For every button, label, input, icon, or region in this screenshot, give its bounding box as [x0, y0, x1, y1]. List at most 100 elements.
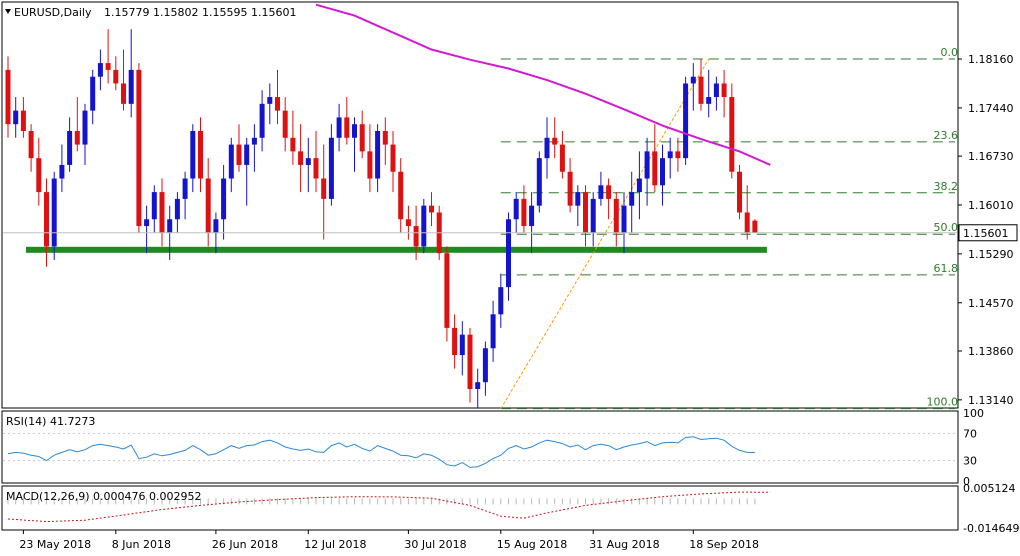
candle[interactable] [151, 185, 157, 233]
candle[interactable] [105, 29, 111, 84]
candle[interactable] [205, 158, 211, 247]
candle[interactable] [28, 124, 34, 172]
candle[interactable] [544, 117, 550, 179]
candle[interactable] [729, 83, 735, 179]
candle[interactable] [667, 137, 673, 179]
candle[interactable] [713, 76, 719, 111]
candle[interactable] [90, 69, 96, 125]
candle[interactable] [575, 185, 581, 227]
candle[interactable] [82, 103, 88, 165]
candle[interactable] [598, 171, 604, 206]
candle[interactable] [621, 192, 627, 254]
candle[interactable] [344, 97, 350, 145]
candle[interactable] [74, 97, 80, 152]
candle[interactable] [706, 69, 712, 118]
candle[interactable] [529, 192, 535, 254]
candle[interactable] [336, 103, 342, 152]
candle[interactable] [459, 321, 465, 376]
candle[interactable] [467, 327, 473, 403]
candle[interactable] [251, 124, 257, 172]
candle[interactable] [444, 246, 450, 342]
candle[interactable] [20, 97, 26, 138]
candle[interactable] [97, 49, 103, 91]
candle[interactable] [36, 137, 42, 206]
candle[interactable] [421, 198, 427, 254]
candle[interactable] [290, 110, 296, 165]
candle[interactable] [521, 185, 527, 233]
candle[interactable] [190, 124, 196, 193]
candle[interactable] [452, 314, 458, 369]
candle[interactable] [590, 192, 596, 247]
rsi-panel[interactable]: 100 70 30 0 [3, 407, 984, 488]
candle[interactable] [244, 137, 250, 206]
candle[interactable] [236, 124, 242, 172]
candle[interactable] [136, 63, 142, 233]
candle[interactable] [267, 83, 273, 125]
candle[interactable] [683, 76, 689, 165]
candle[interactable] [382, 117, 388, 165]
candle[interactable] [182, 171, 188, 220]
candle[interactable] [221, 164, 227, 240]
price-panel[interactable]: 0.0 23.6 38.2 50.0 61.8 100.0 [3, 3, 958, 410]
candle[interactable] [5, 56, 11, 138]
candle[interactable] [313, 130, 319, 193]
candle[interactable] [498, 273, 504, 328]
candle[interactable] [536, 151, 542, 213]
candle[interactable] [490, 300, 496, 362]
candle[interactable] [51, 171, 57, 260]
candle[interactable] [690, 63, 696, 111]
macd-panel[interactable]: 0.005124 -0.014649 [7, 482, 1019, 535]
candle[interactable] [44, 178, 49, 267]
candle[interactable] [282, 97, 288, 152]
candle[interactable] [144, 205, 150, 254]
candle[interactable] [636, 151, 642, 220]
candle[interactable] [305, 137, 311, 193]
candle[interactable] [59, 144, 65, 193]
candle[interactable] [660, 144, 665, 206]
candle[interactable] [159, 178, 165, 247]
candle[interactable] [721, 69, 727, 118]
candle[interactable] [367, 124, 373, 193]
candle[interactable] [359, 110, 365, 159]
candle[interactable] [128, 29, 134, 118]
candle[interactable] [752, 219, 758, 233]
candle[interactable] [228, 137, 234, 193]
candle-body [606, 185, 612, 199]
candle[interactable] [352, 117, 357, 172]
candle[interactable] [698, 59, 704, 111]
candle[interactable] [559, 130, 565, 179]
candle[interactable] [275, 69, 280, 125]
candle[interactable] [67, 117, 73, 172]
candle[interactable] [567, 158, 573, 213]
candle[interactable] [475, 368, 481, 409]
candle[interactable] [328, 124, 334, 206]
candle[interactable] [321, 144, 327, 240]
candle[interactable] [121, 49, 126, 111]
candle[interactable] [506, 212, 511, 301]
price-axis: 1.18160 1.17440 1.16730 1.16010 1.15290 1.145… [958, 53, 1018, 407]
candle[interactable] [613, 192, 619, 247]
candle[interactable] [513, 192, 519, 233]
candle[interactable] [552, 117, 558, 159]
candle[interactable] [429, 192, 434, 227]
candle[interactable] [644, 137, 650, 206]
candle[interactable] [405, 205, 411, 240]
candle[interactable] [113, 56, 119, 91]
candle[interactable] [652, 124, 658, 193]
candle[interactable] [744, 185, 750, 240]
candle[interactable] [737, 164, 742, 220]
candle[interactable] [298, 124, 304, 193]
candle[interactable] [174, 192, 180, 233]
candle[interactable] [675, 137, 681, 172]
candle[interactable] [259, 90, 265, 152]
candle[interactable] [606, 178, 612, 220]
candle[interactable] [482, 341, 488, 396]
candle[interactable] [629, 171, 635, 233]
candle[interactable] [13, 97, 19, 138]
rsi-line [7, 436, 755, 468]
candle[interactable] [398, 158, 404, 233]
candle[interactable] [198, 117, 203, 193]
candle[interactable] [375, 124, 381, 193]
candle[interactable] [390, 130, 396, 193]
candle[interactable] [583, 185, 588, 247]
